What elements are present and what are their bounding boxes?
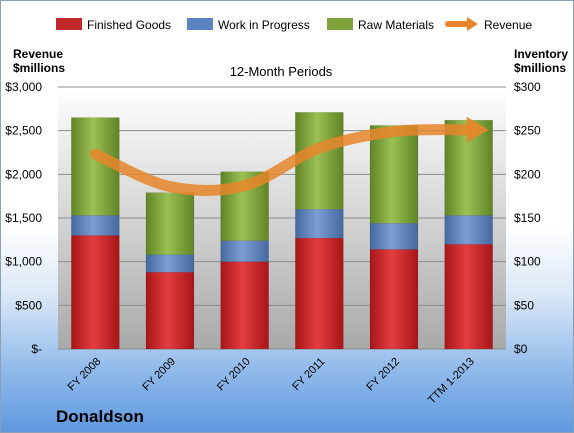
right-tick-label: $250 (514, 124, 541, 138)
legend-swatch-raw-materials (327, 18, 353, 30)
legend-label-finished-goods: Finished Goods (87, 18, 171, 32)
x-tick-label: FY 2008 (66, 356, 104, 394)
left-tick-label: $500 (15, 298, 42, 312)
left-axis-title-line2: $millions (13, 61, 65, 75)
bar-work-in-progress (220, 240, 269, 262)
bar-raw-materials (369, 125, 419, 224)
x-tick-label: FY 2009 (140, 356, 178, 394)
bar-work-in-progress (145, 254, 195, 273)
bar-finished-goods (71, 235, 120, 350)
left-tick-label: $1,500 (5, 211, 42, 225)
revenue-line (89, 124, 475, 196)
right-tick-label: $300 (514, 80, 541, 94)
left-axis-ticks: $- $500 $1,000 $1,500 $2,000 $2,500 $3,000 (5, 80, 42, 356)
right-tick-label: $150 (514, 211, 541, 225)
bar-finished-goods (295, 237, 344, 350)
left-tick-label: $2,000 (5, 167, 42, 181)
left-tick-label: $2,500 (5, 124, 42, 138)
bar-finished-goods (444, 243, 493, 350)
bar-finished-goods (369, 249, 419, 350)
left-tick-label: $- (31, 342, 42, 356)
legend-swatch-finished-goods (56, 18, 82, 30)
right-tick-label: $100 (514, 255, 541, 269)
left-tick-label: $1,000 (5, 255, 42, 269)
bar-stacks (71, 112, 493, 350)
x-tick-label: FY 2010 (215, 356, 253, 394)
legend-label-raw-materials: Raw Materials (358, 18, 434, 32)
x-axis-ticks: FY 2008 FY 2009 FY 2010 FY 2011 FY 2012 TTM 1… (66, 356, 477, 407)
right-tick-label: $0 (514, 342, 528, 356)
legend-label-revenue: Revenue (484, 18, 532, 32)
bar-work-in-progress (71, 215, 120, 236)
bar-work-in-progress (444, 215, 493, 245)
right-tick-label: $50 (514, 298, 534, 312)
right-axis-title-line2: $millions (514, 61, 566, 75)
left-tick-label: $3,000 (5, 80, 42, 94)
x-tick-label: FY 2012 (364, 356, 402, 394)
chart-title: 12-Month Periods (230, 64, 333, 79)
legend-swatch-revenue (445, 17, 478, 31)
x-tick-label: FY 2011 (290, 356, 327, 393)
legend: Finished Goods Work in Progress Raw Mate… (56, 17, 532, 32)
bar-raw-materials (145, 192, 195, 255)
bar-finished-goods (145, 271, 195, 350)
revenue-arrowhead (466, 116, 489, 143)
x-tick-label: TTM 1-2013 (426, 356, 477, 407)
bar-work-in-progress (295, 209, 344, 239)
right-axis-title-line1: Inventory (514, 47, 568, 61)
legend-swatch-work-in-progress (187, 18, 213, 30)
bar-work-in-progress (369, 222, 419, 250)
right-tick-label: $200 (514, 167, 541, 181)
legend-label-work-in-progress: Work in Progress (218, 18, 310, 32)
revenue-series (89, 116, 489, 196)
bar-finished-goods (220, 261, 269, 350)
right-axis-ticks: $0 $50 $100 $150 $200 $250 $300 (514, 80, 541, 356)
company-name: Donaldson (56, 407, 144, 426)
left-axis-title-line1: Revenue (13, 47, 63, 61)
